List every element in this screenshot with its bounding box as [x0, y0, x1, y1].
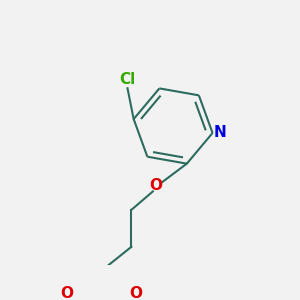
Text: O: O [60, 286, 73, 300]
Text: O: O [149, 178, 163, 193]
Text: Cl: Cl [119, 71, 136, 86]
Text: N: N [214, 125, 226, 140]
Text: O: O [130, 286, 142, 300]
